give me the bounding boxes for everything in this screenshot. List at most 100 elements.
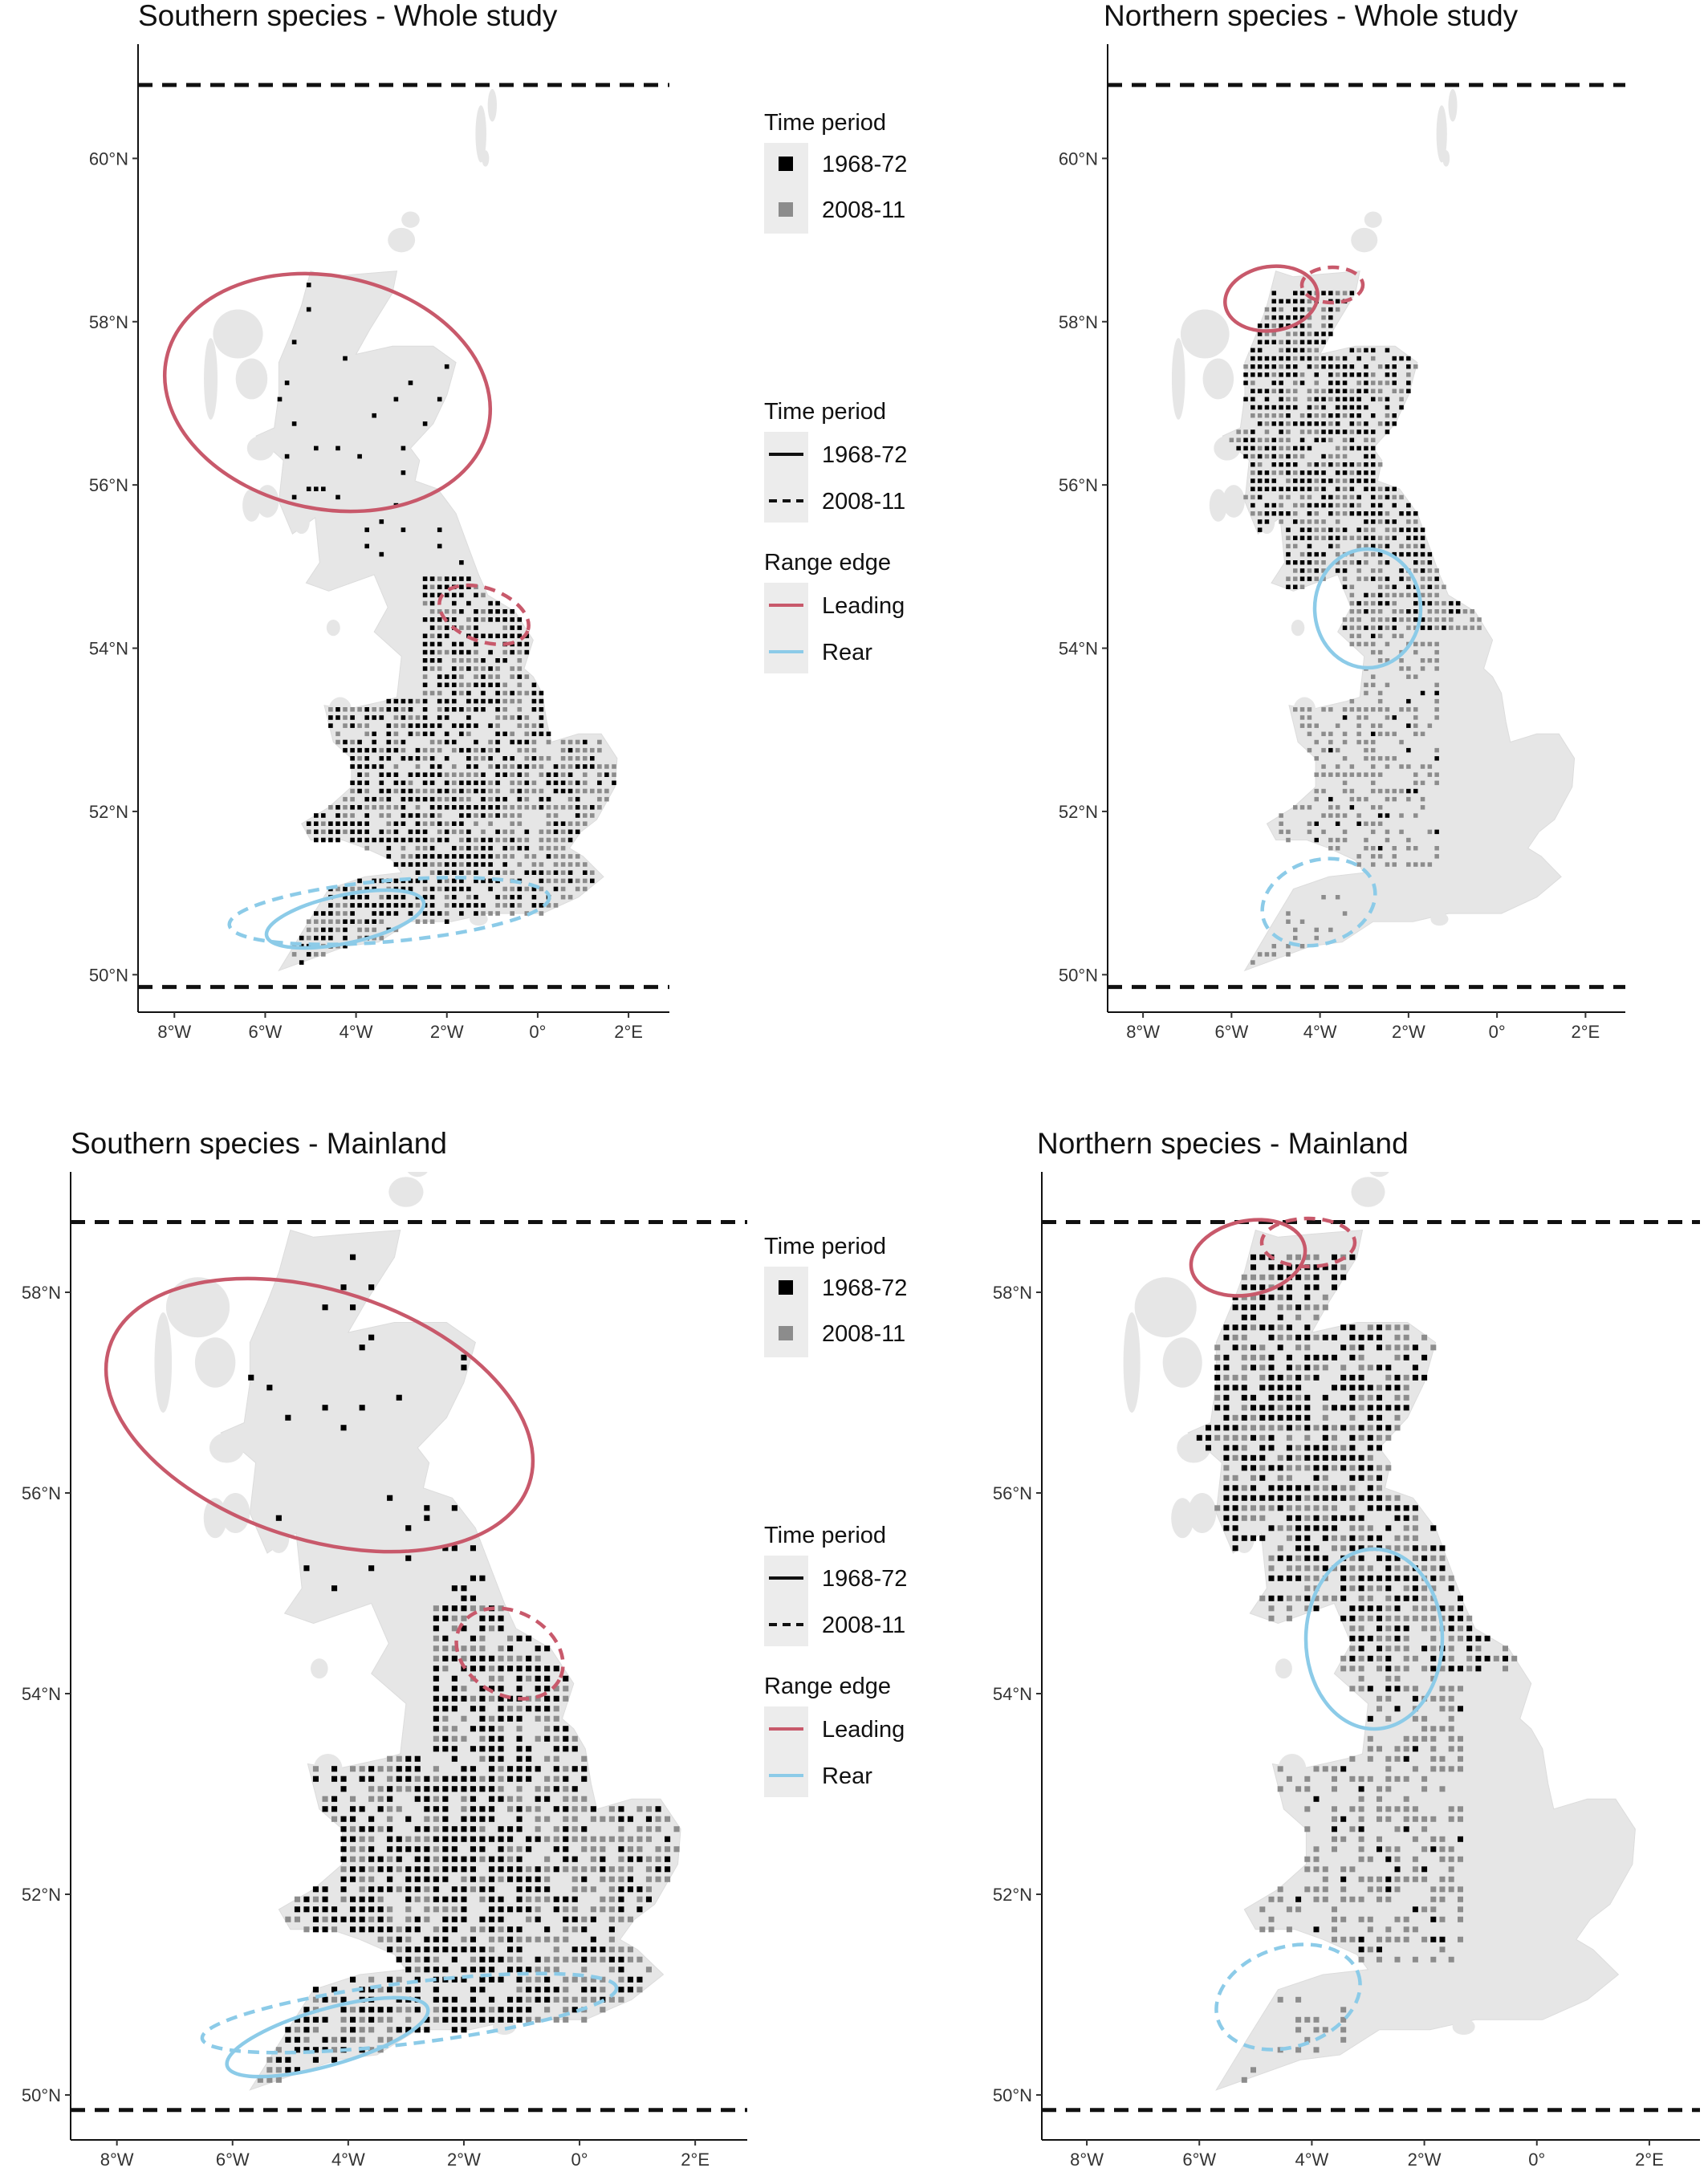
grid-square-2008-11 (1322, 1866, 1328, 1873)
grid-square-2008-11 (275, 2047, 282, 2053)
grid-square-1968-72 (1448, 1666, 1454, 1672)
grid-square-1968-72 (405, 1987, 412, 1993)
grid-square-2008-11 (1299, 454, 1305, 459)
grid-square-2008-11 (379, 796, 384, 802)
grid-square-1968-72 (1439, 1565, 1446, 1572)
grid-square-1968-72 (489, 1655, 495, 1662)
grid-square-2008-11 (581, 1967, 588, 1973)
grid-square-1968-72 (1271, 340, 1276, 344)
grid-square-1968-72 (1377, 1324, 1382, 1331)
grid-square-2008-11 (627, 1836, 633, 1842)
grid-square-1968-72 (1349, 348, 1355, 353)
grid-square-2008-11 (433, 1926, 439, 1933)
grid-square-1968-72 (553, 1666, 559, 1672)
grid-square-1968-72 (1321, 551, 1326, 557)
grid-square-2008-11 (645, 1856, 652, 1862)
grid-square-1968-72 (1484, 1635, 1490, 1641)
grid-square-2008-11 (429, 609, 435, 614)
grid-square-2008-11 (1356, 535, 1361, 540)
grid-square-2008-11 (1304, 1605, 1311, 1612)
island (235, 358, 268, 400)
grid-square-1968-72 (535, 1645, 541, 1652)
grid-square-2008-11 (563, 1936, 569, 1942)
grid-square-1968-72 (1413, 551, 1418, 557)
grid-square-1968-72 (331, 1906, 338, 1913)
grid-square-1968-72 (507, 1715, 514, 1722)
grid-square-2008-11 (1250, 1414, 1256, 1421)
grid-square-1968-72 (526, 1967, 532, 1973)
grid-square-2008-11 (1394, 1324, 1401, 1331)
grid-square-1968-72 (433, 1715, 439, 1722)
grid-square-2008-11 (1421, 1876, 1428, 1882)
grid-square-1968-72 (1286, 348, 1291, 353)
island (204, 338, 218, 420)
grid-square-1968-72 (1349, 1635, 1356, 1641)
grid-square-1968-72 (291, 421, 297, 426)
grid-square-2008-11 (1279, 470, 1283, 475)
grid-square-2008-11 (571, 1735, 578, 1742)
grid-square-1968-72 (544, 1695, 551, 1702)
grid-square-2008-11 (396, 1886, 402, 1893)
panel-title: Southern species - Whole study (138, 0, 558, 32)
grid-square-1968-72 (510, 894, 514, 900)
grid-square-2008-11 (1313, 2016, 1320, 2023)
grid-square-1968-72 (405, 1926, 412, 1933)
grid-square-1968-72 (516, 1896, 523, 1902)
grid-square-1968-72 (405, 1866, 412, 1873)
grid-square-1968-72 (1250, 478, 1255, 483)
grid-square-1968-72 (1299, 380, 1305, 385)
grid-square-1968-72 (442, 2016, 449, 2023)
grid-square-1968-72 (627, 1856, 633, 1862)
grid-square-1968-72 (1394, 1405, 1401, 1411)
grid-square-1968-72 (489, 1967, 495, 1973)
grid-square-1968-72 (459, 870, 464, 875)
grid-square-1968-72 (539, 707, 544, 712)
grid-square-1968-72 (1349, 1394, 1356, 1401)
grid-square-1968-72 (1377, 1555, 1382, 1561)
grid-square-2008-11 (1430, 1896, 1437, 1902)
grid-square-1968-72 (470, 1866, 476, 1873)
island (1364, 211, 1382, 228)
grid-square-1968-72 (590, 1916, 596, 1922)
grid-square-2008-11 (433, 1766, 439, 1772)
grid-square-1968-72 (1349, 805, 1355, 810)
grid-square-2008-11 (583, 780, 588, 786)
grid-square-2008-11 (1377, 1666, 1382, 1672)
grid-square-1968-72 (401, 805, 406, 810)
island (154, 1312, 173, 1413)
grid-square-2008-11 (1430, 1836, 1437, 1842)
grid-square-1968-72 (1250, 1344, 1256, 1351)
grid-square-2008-11 (1427, 764, 1433, 769)
grid-square-1968-72 (507, 1866, 514, 1873)
grid-square-1968-72 (526, 1836, 532, 1842)
grid-square-2008-11 (451, 1735, 458, 1742)
grid-square-2008-11 (1367, 1365, 1373, 1371)
grid-square-2008-11 (442, 1715, 449, 1722)
grid-square-1968-72 (321, 486, 326, 491)
grid-square-2008-11 (1421, 1826, 1428, 1832)
grid-square-2008-11 (673, 1826, 680, 1832)
grid-square-2008-11 (1356, 576, 1361, 581)
grid-square-1968-72 (1268, 1264, 1275, 1271)
grid-square-2008-11 (1332, 1846, 1337, 1853)
grid-square-1968-72 (1313, 1354, 1320, 1361)
grid-square-1968-72 (1277, 1385, 1283, 1391)
grid-square-2008-11 (1313, 1334, 1320, 1340)
grid-square-1968-72 (470, 2007, 476, 2013)
grid-square-1968-72 (424, 1856, 430, 1862)
grid-square-2008-11 (1430, 1726, 1437, 1732)
grid-square-1968-72 (1250, 1454, 1256, 1461)
grid-square-1968-72 (1293, 372, 1298, 377)
grid-square-1968-72 (1367, 1655, 1373, 1662)
rear-edge-1968-72-ellipse (225, 1995, 430, 2079)
grid-square-1968-72 (312, 1926, 319, 1933)
grid-square-1968-72 (368, 1816, 375, 1822)
grid-square-2008-11 (1394, 1876, 1401, 1882)
grid-square-2008-11 (437, 576, 442, 581)
grid-square-1968-72 (340, 2007, 347, 2013)
grid-square-1968-72 (1321, 502, 1326, 508)
grid-square-1968-72 (437, 723, 442, 728)
legend-label-2008-11: 2008-11 (822, 197, 905, 223)
grid-square-2008-11 (1421, 1816, 1428, 1822)
grid-square-1968-72 (498, 1615, 504, 1621)
